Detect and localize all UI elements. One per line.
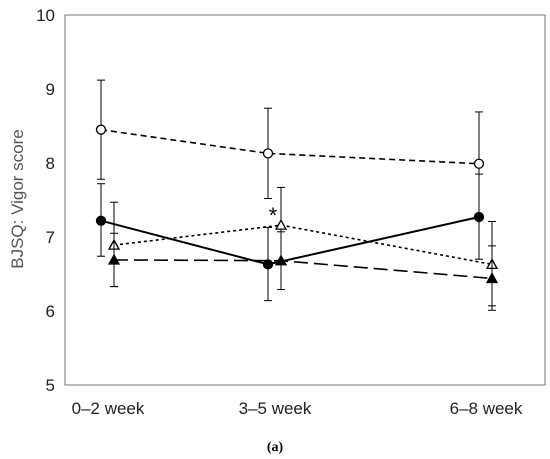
series-group <box>95 79 499 311</box>
figure-caption: (a) <box>267 440 284 455</box>
series-line <box>113 259 493 280</box>
series-line <box>100 128 480 165</box>
data-point <box>95 215 107 226</box>
y-tick-labels: 5 6 7 8 9 10 <box>36 6 55 395</box>
axes <box>64 14 546 386</box>
significance-annotation: * <box>269 203 278 228</box>
y-tick-label: 6 <box>46 302 55 321</box>
y-tick-label: 7 <box>46 228 55 247</box>
y-tick-label: 8 <box>46 154 55 173</box>
y-tick-label: 5 <box>46 376 55 395</box>
x-tick-label: 3–5 week <box>239 399 312 418</box>
data-point <box>107 253 121 265</box>
y-tick-label: 10 <box>36 6 55 25</box>
x-tick-labels: 0–2 week 3–5 week 6–8 week <box>72 399 523 418</box>
data-point <box>274 254 288 266</box>
y-axis-label: BJSQ: Vigor score <box>8 129 27 269</box>
series-circle-open <box>95 79 485 217</box>
data-point <box>473 211 485 223</box>
series-triangle-filled <box>107 231 499 311</box>
x-tick-label: 0–2 week <box>72 399 145 418</box>
data-point <box>485 272 499 284</box>
plot-frame <box>64 14 546 386</box>
x-tick-label: 6–8 week <box>450 399 523 418</box>
data-point <box>473 158 485 169</box>
y-tick-label: 9 <box>46 80 55 99</box>
data-point <box>274 218 288 230</box>
data-point <box>95 124 107 135</box>
data-point <box>262 148 274 159</box>
series-circle-filled <box>95 173 485 302</box>
series-line <box>113 224 493 266</box>
series-triangle-open <box>107 186 499 307</box>
